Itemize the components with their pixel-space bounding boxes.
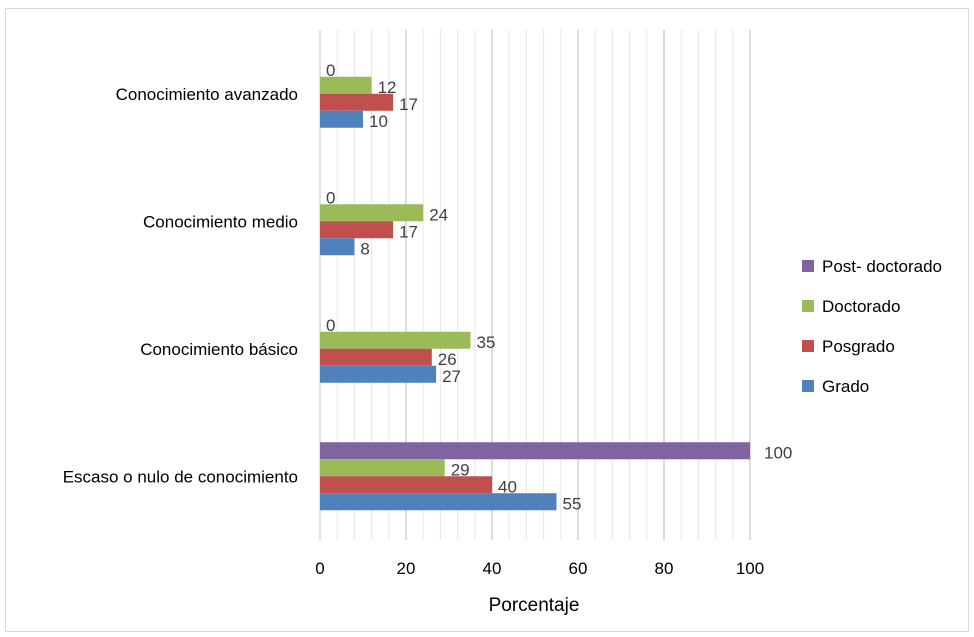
- x-tick-label: 100: [736, 559, 764, 578]
- legend: Post- doctorado Doctorado Posgrado Grado: [802, 257, 942, 396]
- data-label: 10: [369, 112, 388, 131]
- category-label: Conocimiento medio: [143, 212, 298, 231]
- data-label: 40: [498, 477, 517, 496]
- category-label: Conocimiento avanzado: [116, 85, 298, 104]
- bar: [320, 331, 471, 349]
- legend-swatch: [802, 260, 814, 272]
- chart-frame: [5, 8, 969, 632]
- data-label: 17: [399, 222, 418, 241]
- x-tick-label: 80: [655, 559, 674, 578]
- legend-entry: Post- doctorado: [822, 257, 942, 276]
- bar: [320, 348, 432, 366]
- bar: [320, 493, 557, 511]
- legend-swatch: [802, 380, 814, 392]
- data-label: 0: [326, 188, 335, 207]
- data-label: 0: [326, 61, 335, 80]
- data-label: 12: [378, 78, 397, 97]
- bar: [320, 110, 363, 128]
- x-axis-title: Porcentaje: [489, 595, 580, 616]
- x-tick-label: 0: [315, 559, 324, 578]
- data-label: 29: [451, 460, 470, 479]
- legend-entry: Posgrado: [822, 337, 895, 356]
- bar: [320, 476, 492, 494]
- legend-entry: Doctorado: [822, 297, 900, 316]
- bar: [320, 93, 394, 111]
- bar: [320, 238, 355, 256]
- data-label: 24: [429, 205, 448, 224]
- bar: [320, 442, 750, 460]
- data-label: 17: [399, 95, 418, 114]
- data-label: 55: [563, 494, 582, 513]
- data-label: 8: [360, 239, 369, 258]
- legend-swatch: [802, 300, 814, 312]
- bar: [320, 76, 372, 94]
- data-label: 27: [442, 367, 461, 386]
- x-tick-label: 40: [483, 559, 502, 578]
- bar: [320, 221, 394, 239]
- data-label: 26: [438, 350, 457, 369]
- category-labels: Conocimiento avanzado Conocimiento medio C…: [63, 85, 298, 487]
- x-tick-labels: 0 20 40 60 80 100: [315, 559, 764, 578]
- data-label: 35: [477, 333, 496, 352]
- bar: [320, 204, 424, 222]
- category-label: Escaso o nulo de conocimiento: [63, 467, 298, 486]
- data-label: 100: [764, 443, 792, 462]
- category-label: Conocimiento básico: [140, 340, 298, 359]
- bar: [320, 365, 437, 383]
- bars: [320, 76, 750, 511]
- x-tick-label: 20: [397, 559, 416, 578]
- legend-swatch: [802, 340, 814, 352]
- legend-entry: Grado: [822, 377, 869, 396]
- bar: [320, 459, 445, 477]
- x-tick-label: 60: [569, 559, 588, 578]
- data-label: 0: [326, 316, 335, 335]
